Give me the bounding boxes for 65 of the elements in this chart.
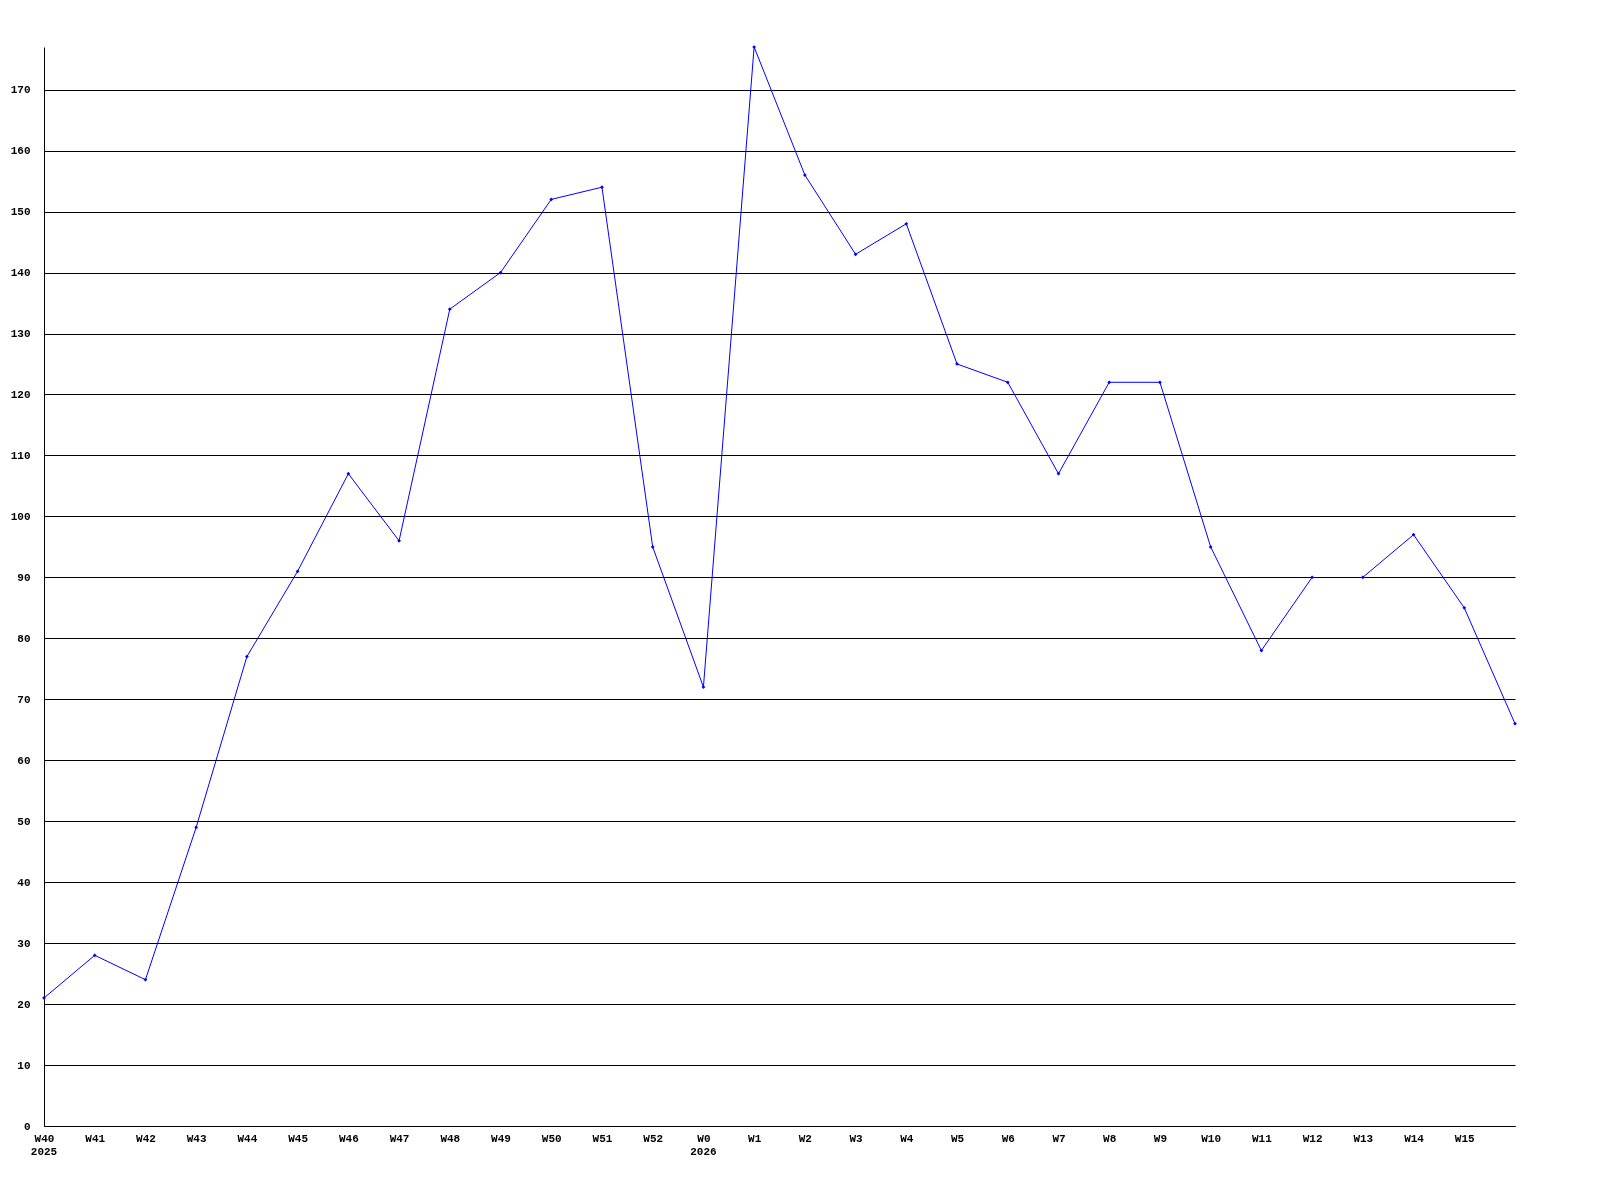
x-tick-label: W4 <box>900 1132 914 1145</box>
y-tick-label: 80 <box>17 632 31 645</box>
x-tick-label: W43 <box>186 1132 207 1145</box>
x-tick-label: W51 <box>592 1132 613 1145</box>
x-tick-label: W11 <box>1251 1132 1273 1145</box>
x-tick-label: W7 <box>1052 1132 1066 1145</box>
y-tick-label: 120 <box>10 388 31 401</box>
point <box>245 654 249 659</box>
point <box>1208 545 1213 549</box>
x-tick-label: W47 <box>389 1132 410 1145</box>
line-series <box>42 45 1314 1000</box>
x-tick-label: W12 <box>1302 1132 1323 1145</box>
text: 2025 <box>30 1146 58 1158</box>
y-tick-label: 130 <box>10 328 31 341</box>
x-tick-label: W48 <box>440 1132 461 1145</box>
point <box>1310 575 1314 580</box>
y-tick-label: 100 <box>10 510 31 523</box>
x-tick-label: W9 <box>1153 1132 1168 1145</box>
y-tick-label: 170 <box>10 84 31 97</box>
point <box>650 545 655 549</box>
x-tick-label: W13 <box>1353 1132 1374 1145</box>
y-tick-label: 140 <box>10 267 31 280</box>
x-tick-label: W5 <box>950 1132 965 1145</box>
y-tick-label: 70 <box>17 693 31 706</box>
y-tick-label: 20 <box>17 998 31 1011</box>
x-tick-label: W14 <box>1404 1132 1425 1145</box>
x-tick-label: W6 <box>1001 1132 1015 1145</box>
x-tick-label: W41 <box>85 1132 106 1145</box>
y-tick-label: 160 <box>10 145 31 158</box>
x-tick-label: W3 <box>849 1132 864 1145</box>
x-tick-label: W44 <box>237 1132 258 1145</box>
x-tick-label: W50 <box>541 1132 562 1145</box>
point <box>600 185 604 190</box>
point <box>1360 575 1365 580</box>
x-tick-label: W1 <box>748 1132 762 1145</box>
x-tick-label: W40 <box>34 1132 55 1145</box>
x-tick-label: W45 <box>288 1132 309 1145</box>
y-tick-label: 50 <box>17 815 31 828</box>
x-tick-label: W10 <box>1201 1132 1222 1145</box>
y-tick-label: 90 <box>17 571 31 584</box>
y-tick-label: 30 <box>17 937 31 950</box>
y-tick-label: 10 <box>17 1059 31 1072</box>
point <box>549 197 554 202</box>
y-tick-label: 110 <box>10 449 31 462</box>
point <box>295 569 300 574</box>
x-tick-label: W52 <box>643 1132 664 1145</box>
point <box>853 252 858 257</box>
x-tick-label: W46 <box>338 1132 359 1145</box>
point <box>143 977 148 982</box>
x-tick-label: W8 <box>1103 1132 1117 1145</box>
y-tick-label: 0 <box>23 1120 31 1133</box>
x-tick-label: W49 <box>491 1132 511 1145</box>
y-tick-label: 60 <box>17 754 31 767</box>
x-tick-label: W15 <box>1454 1132 1476 1145</box>
x-tick-label: W2 <box>798 1132 812 1145</box>
x-tick-label: W0 <box>697 1132 711 1145</box>
point <box>397 538 401 543</box>
point <box>1513 721 1517 726</box>
y-tick-label: 40 <box>17 876 31 889</box>
text: 2026 <box>690 1146 717 1158</box>
point <box>701 685 706 689</box>
point <box>1056 471 1061 476</box>
x-tick-label: W42 <box>136 1132 156 1145</box>
point <box>1158 380 1162 385</box>
y-tick-label: 150 <box>10 206 31 219</box>
